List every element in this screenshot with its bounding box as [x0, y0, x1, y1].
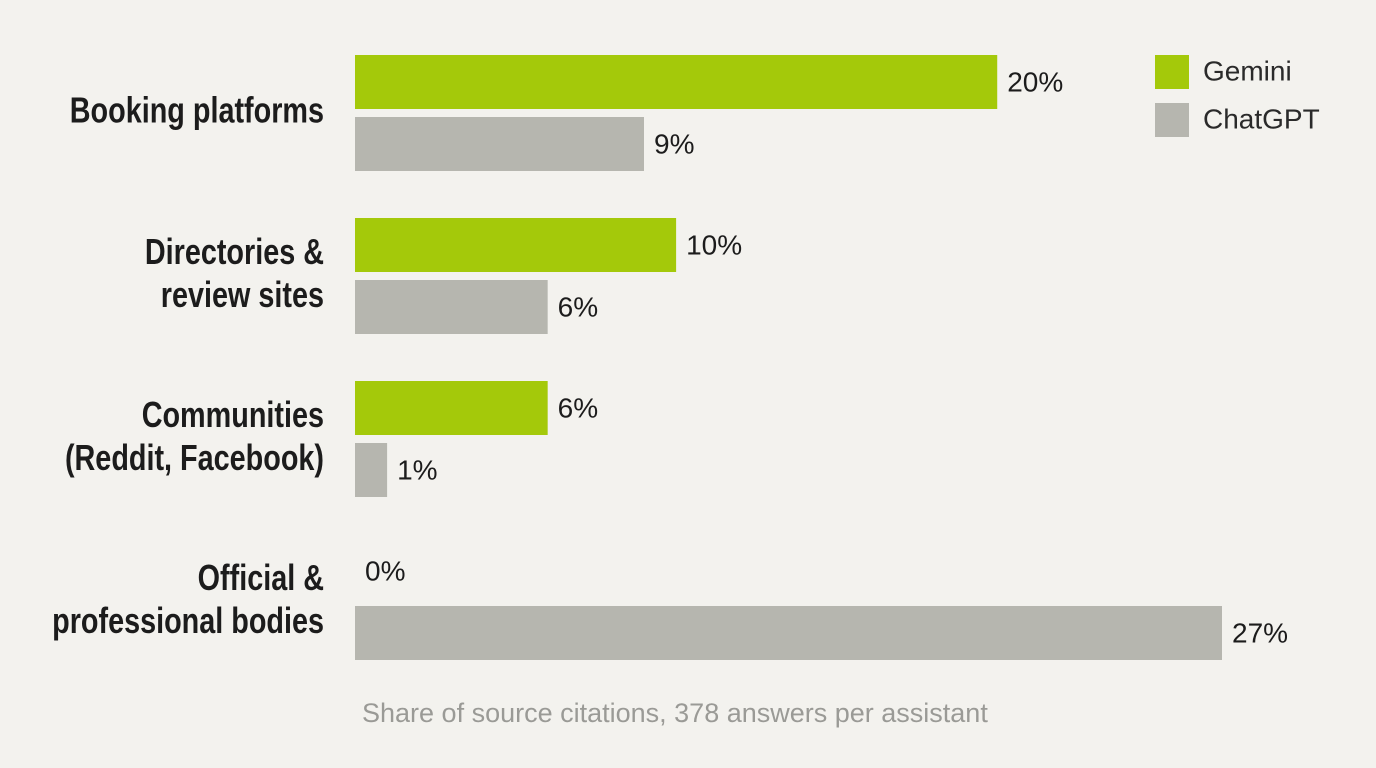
bar	[355, 606, 1222, 660]
value-label: 9%	[654, 128, 694, 159]
category-label-line: Directories &	[145, 231, 324, 272]
value-label: 27%	[1232, 617, 1288, 648]
value-label: 20%	[1007, 66, 1063, 97]
category-label: Booking platforms	[70, 89, 324, 130]
value-label: 0%	[365, 555, 405, 586]
value-label: 6%	[558, 291, 598, 322]
category-label: Communities(Reddit, Facebook)	[65, 394, 324, 478]
value-label: 1%	[397, 454, 437, 485]
chart-note: Share of source citations, 378 answers p…	[362, 698, 988, 728]
legend-label: Gemini	[1203, 55, 1292, 86]
value-label: 10%	[686, 229, 742, 260]
bar	[355, 443, 388, 497]
category-label-line: Booking platforms	[70, 89, 324, 130]
category-label-line: review sites	[161, 274, 324, 315]
category-label-line: Communities	[142, 394, 324, 435]
legend-label: ChatGPT	[1203, 103, 1320, 134]
category-label: Directories &review sites	[145, 231, 324, 315]
bar	[355, 55, 998, 109]
legend-swatch	[1155, 55, 1189, 89]
bar	[355, 218, 677, 272]
category-label: Official &professional bodies	[52, 557, 324, 641]
legend-swatch	[1155, 103, 1189, 137]
bar	[355, 280, 548, 334]
bar	[355, 381, 548, 435]
category-label-line: (Reddit, Facebook)	[65, 437, 324, 478]
category-label-line: Official &	[198, 557, 324, 598]
category-label-line: professional bodies	[52, 600, 324, 641]
bar	[355, 117, 644, 171]
value-label: 6%	[558, 392, 598, 423]
